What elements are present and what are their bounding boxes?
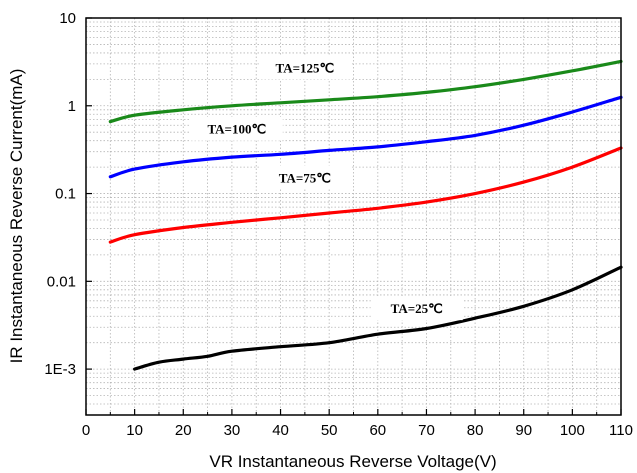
series-line-0 xyxy=(108,59,623,124)
y-axis-title: IR Instantaneous Reverse Current(mA) xyxy=(7,69,26,364)
x-tick-label: 30 xyxy=(224,422,241,439)
x-tick-label: 50 xyxy=(321,422,338,439)
series-label-box-1 xyxy=(190,116,283,141)
series-label-box-2 xyxy=(258,165,351,190)
series-label-box-3 xyxy=(370,296,463,321)
series-line-3 xyxy=(133,265,623,371)
y-tick-label: 10 xyxy=(59,10,76,27)
x-tick-label: 10 xyxy=(126,422,143,439)
x-tick-label: 90 xyxy=(515,422,532,439)
x-tick-label: 70 xyxy=(418,422,435,439)
series-label-2: TA=75℃ xyxy=(279,170,331,185)
y-tick-label: 1 xyxy=(68,98,76,115)
x-tick-label: 110 xyxy=(609,422,633,439)
axis-ticks: 0 10 20 30 40 50 60 70 80 90 100 110 10 1 0.1 0.01 1E-3 xyxy=(44,10,633,439)
series-label-box-0 xyxy=(258,55,351,80)
x-tick-label: 100 xyxy=(560,422,585,439)
x-tick-label: 80 xyxy=(467,422,484,439)
x-tick-label: 60 xyxy=(369,422,386,439)
series-line-2 xyxy=(108,146,623,244)
y-tick-label: 1E-3 xyxy=(44,361,76,378)
series-label-3: TA=25℃ xyxy=(391,301,443,316)
series-annotations: TA=125℃ TA=100℃ TA=75℃ TA=25℃ xyxy=(190,55,463,321)
series-line-1 xyxy=(108,95,623,179)
x-tick-label: 40 xyxy=(272,422,289,439)
series-label-0: TA=125℃ xyxy=(276,60,335,75)
x-axis-title: VR Instantaneous Reverse Voltage(V) xyxy=(209,452,496,471)
y-tick-label: 0.1 xyxy=(55,186,76,203)
x-tick-label: 0 xyxy=(82,422,90,439)
series-label-1: TA=100℃ xyxy=(207,122,266,137)
x-tick-label: 20 xyxy=(175,422,192,439)
series-lines xyxy=(108,59,623,371)
grid xyxy=(86,18,621,416)
y-tick-label: 0.01 xyxy=(47,273,76,290)
